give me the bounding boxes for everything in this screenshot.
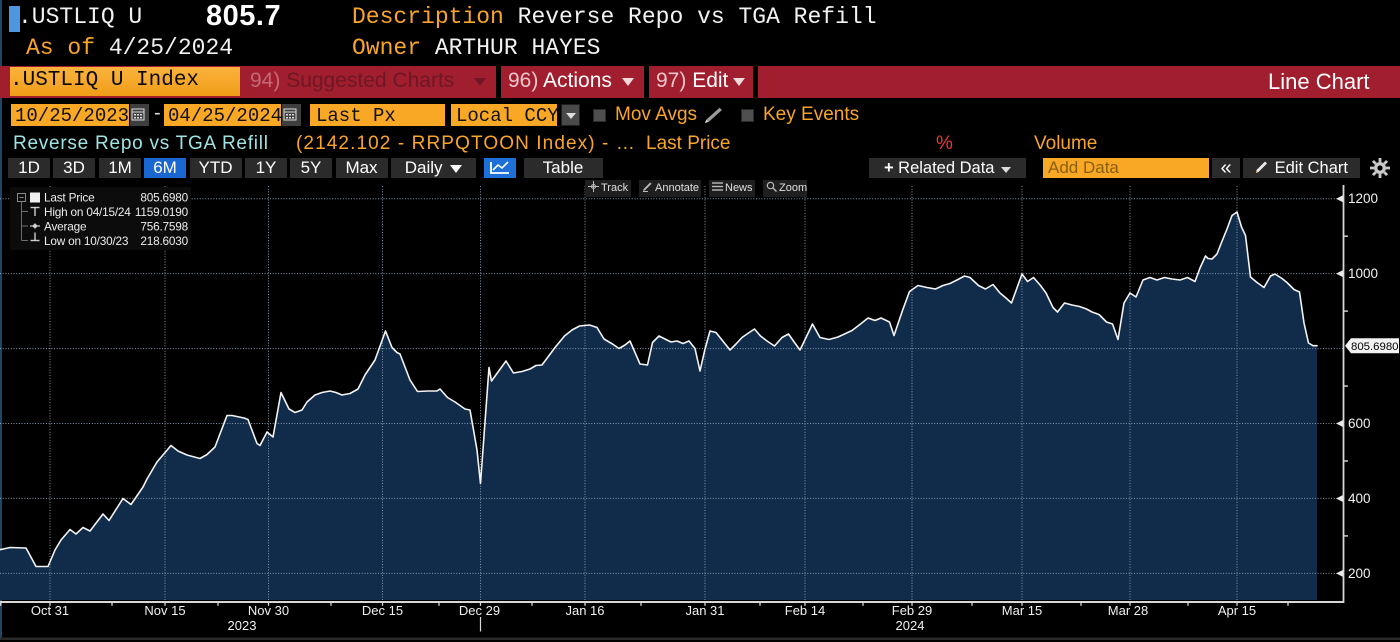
svg-text:Jan 16: Jan 16 xyxy=(565,603,604,618)
svg-text:Feb 14: Feb 14 xyxy=(785,603,825,618)
svg-text:Average: Average xyxy=(44,220,87,234)
svg-text:High on 04/15/24: High on 04/15/24 xyxy=(44,205,131,219)
svg-text:Jan 31: Jan 31 xyxy=(685,603,724,618)
svg-text:Feb 29: Feb 29 xyxy=(892,603,932,618)
svg-text:Mar 28: Mar 28 xyxy=(1108,603,1148,618)
svg-text:2024: 2024 xyxy=(896,618,925,633)
svg-text:400: 400 xyxy=(1348,491,1371,506)
svg-text:1200: 1200 xyxy=(1348,191,1378,206)
svg-text:2023: 2023 xyxy=(228,618,257,633)
svg-text:756.7598: 756.7598 xyxy=(140,220,188,234)
svg-text:1159.0190: 1159.0190 xyxy=(135,205,189,219)
svg-text:1000: 1000 xyxy=(1348,266,1378,281)
svg-text:Nov 30: Nov 30 xyxy=(248,603,289,618)
svg-text:218.6030: 218.6030 xyxy=(140,234,188,248)
svg-text:Apr 15: Apr 15 xyxy=(1218,603,1256,618)
svg-text:Oct 31: Oct 31 xyxy=(31,603,69,618)
svg-text:805.6980: 805.6980 xyxy=(1351,341,1399,353)
svg-text:Dec 15: Dec 15 xyxy=(362,603,403,618)
svg-text:Last Price: Last Price xyxy=(44,191,95,205)
svg-text:805.6980: 805.6980 xyxy=(140,191,188,205)
svg-text:Low on 10/30/23: Low on 10/30/23 xyxy=(44,234,129,248)
svg-text:Mar 15: Mar 15 xyxy=(1002,603,1042,618)
svg-text:Dec 29: Dec 29 xyxy=(459,603,500,618)
svg-text:200: 200 xyxy=(1348,566,1371,581)
svg-text:Nov 15: Nov 15 xyxy=(144,603,185,618)
svg-text:600: 600 xyxy=(1348,416,1371,431)
